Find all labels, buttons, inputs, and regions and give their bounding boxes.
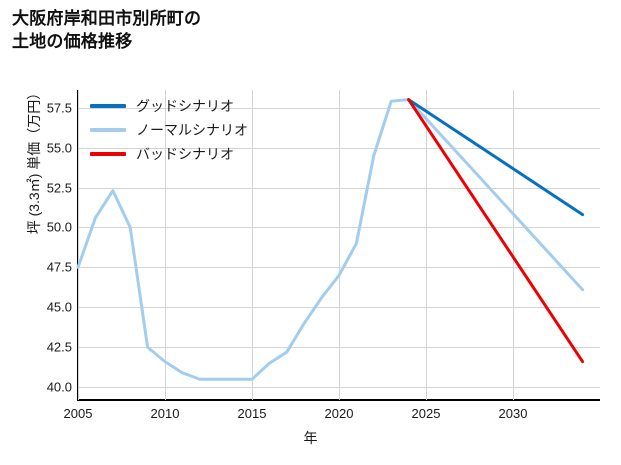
legend-color-swatch: [90, 152, 126, 156]
chart-title: 大阪府岸和田市別所町の 土地の価格推移: [12, 9, 202, 51]
legend-color-swatch: [90, 104, 126, 108]
y-tick-label: 50.0: [46, 219, 72, 235]
gridline-vertical: [513, 90, 514, 400]
y-axis-label: 坪 (3.3㎡) 単価（万円）: [26, 85, 42, 235]
y-tick-label: 40.0: [46, 379, 72, 395]
plot-area: 40.0 42.5 45.0 47.5 50.0 52.5 55.0 57.5 2005 201…: [47, 90, 600, 421]
x-tick-label: 2015: [237, 406, 267, 421]
x-tick-label: 2025: [411, 406, 441, 421]
y-tick-label: 55.0: [46, 140, 72, 155]
series-line: [407, 98, 585, 217]
series-line: [407, 98, 585, 364]
y-tick-label: 42.5: [46, 339, 72, 355]
series-line: [76, 98, 585, 381]
gridline-vertical: [339, 90, 340, 400]
x-tick-label: 2005: [63, 406, 93, 421]
legend-item-label: グッドシナリオ: [136, 98, 234, 114]
legend-item[interactable]: グッドシナリオ: [90, 94, 248, 118]
gridline-vertical: [165, 90, 166, 400]
legend-item[interactable]: バッドシナリオ: [90, 142, 248, 166]
legend-item[interactable]: ノーマルシナリオ: [90, 118, 248, 142]
x-axis-spine: [77, 399, 600, 401]
y-tick-label: 52.5: [46, 180, 72, 195]
x-axis-label: 年: [303, 430, 318, 446]
x-tick-label: 2010: [150, 406, 180, 421]
x-tick-label: 2030: [498, 406, 528, 421]
y-tick-label: 47.5: [46, 259, 72, 275]
legend-item-label: ノーマルシナリオ: [136, 122, 248, 138]
x-tick-label: 2020: [324, 406, 354, 421]
series-lines: [76, 98, 585, 381]
gridline-vertical: [426, 90, 427, 400]
legend-item-label: バッドシナリオ: [136, 146, 234, 162]
gridline-vertical: [252, 90, 253, 400]
y-tick-label: 57.5: [46, 100, 72, 116]
y-tick-label: 45.0: [46, 299, 72, 315]
legend-color-swatch: [90, 128, 126, 132]
gridline-vertical: [78, 90, 79, 400]
chart-legend: グッドシナリオ ノーマルシナリオ バッドシナリオ: [88, 92, 254, 168]
